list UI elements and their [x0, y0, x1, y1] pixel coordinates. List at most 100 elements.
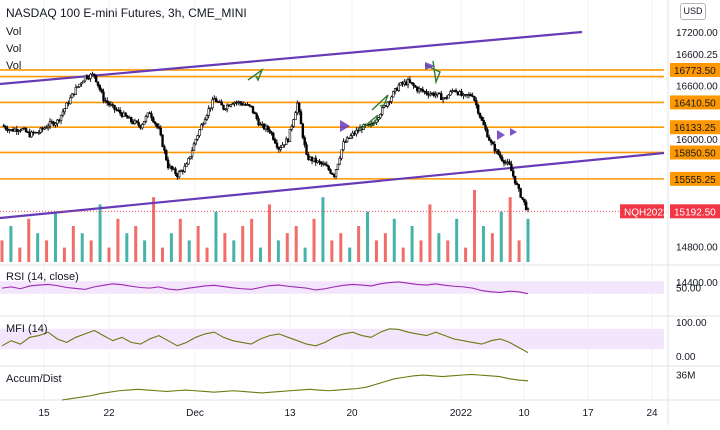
candle-up — [209, 107, 212, 110]
candle-up — [294, 112, 297, 121]
mfi-label[interactable]: MFI (14) — [6, 323, 48, 335]
candle-up — [355, 130, 358, 135]
candle-up — [13, 128, 17, 132]
volume-bar — [508, 197, 512, 262]
currency-badge[interactable]: USD — [680, 3, 706, 20]
indicator-panes — [0, 281, 664, 401]
candle-up — [441, 97, 445, 101]
candle-down — [333, 174, 336, 177]
vol-label-1[interactable]: Vol — [6, 26, 22, 38]
candle-down — [510, 163, 513, 172]
candle-down — [491, 142, 495, 145]
candle-up — [172, 168, 175, 170]
candle-up — [259, 124, 262, 126]
symbol-tag — [620, 204, 664, 219]
candle-up — [190, 150, 194, 157]
vol-label-2[interactable]: Vol — [6, 43, 22, 55]
candle-down — [214, 98, 218, 103]
candle-down — [222, 104, 225, 110]
volume-bar — [125, 233, 129, 262]
candle-up — [213, 98, 216, 101]
candle-up — [48, 121, 52, 127]
candle-up — [452, 90, 456, 92]
candle-up — [406, 79, 410, 86]
candle-down — [314, 157, 317, 163]
volume-bar — [196, 226, 200, 262]
candle-down — [517, 184, 520, 189]
rsi-label[interactable]: RSI (14, close) — [6, 271, 79, 283]
level-price-tag — [670, 145, 720, 160]
volume-bar — [36, 233, 40, 262]
price-axis[interactable]: 17200.00 16600.00 16000.00 14800.00 14400.00… — [0, 28, 720, 382]
volume-bar — [45, 240, 49, 262]
candle-down — [524, 201, 528, 210]
candle-down — [249, 105, 253, 107]
candle-down — [395, 88, 399, 91]
candle-up — [436, 92, 439, 95]
candle-down — [440, 93, 443, 101]
candle-down — [331, 172, 334, 175]
level-price-tag — [670, 62, 720, 77]
candle-down — [301, 123, 305, 138]
time-tick-label: 2022 — [450, 408, 473, 419]
candle-down — [251, 106, 255, 113]
pattern-marker — [497, 130, 505, 140]
candle-down — [438, 92, 441, 95]
time-tick-label: 13 — [284, 408, 296, 419]
accum-tick-label: 36M — [676, 370, 695, 381]
volume-bar — [9, 226, 13, 262]
candle-down — [454, 90, 458, 93]
candle-up — [321, 163, 325, 165]
volume-bar — [419, 240, 423, 262]
candle-down — [137, 121, 140, 126]
volume-bar — [490, 233, 494, 262]
time-axis[interactable]: 15 22 Dec 13 20 2022 10 17 24 — [38, 408, 658, 419]
candle-up — [37, 132, 41, 134]
candle-down — [28, 131, 31, 138]
candle-up — [233, 102, 236, 104]
candle-up — [526, 208, 530, 210]
candle-up — [225, 104, 229, 110]
candle-up — [187, 158, 190, 165]
candle-down — [275, 142, 279, 148]
candle-up — [34, 131, 37, 134]
candle-up — [201, 123, 205, 126]
candle-up — [506, 161, 509, 163]
candle-up — [141, 124, 144, 129]
candle-down — [52, 121, 55, 126]
candle-down — [480, 116, 484, 121]
volume-bar — [526, 218, 530, 262]
candle-up — [443, 97, 447, 99]
candle-up — [349, 135, 353, 139]
candle-up — [462, 94, 465, 96]
candle-up — [388, 101, 391, 103]
candle-down — [384, 105, 388, 107]
candle-down — [129, 117, 133, 123]
candle-up — [292, 119, 295, 127]
candle-up — [242, 104, 245, 106]
candle-down — [357, 130, 360, 132]
candle-down — [6, 128, 9, 131]
volume-bar — [366, 211, 370, 262]
candle-down — [416, 86, 419, 92]
candle-up — [399, 82, 402, 86]
candle-up — [312, 157, 316, 162]
candle-up — [261, 123, 264, 126]
candle-down — [368, 123, 371, 126]
volume-bar — [517, 240, 521, 262]
mfi-line — [1, 328, 529, 354]
candle-up — [76, 86, 79, 88]
candle-up — [78, 83, 81, 87]
candle-up — [69, 97, 72, 105]
candle-down — [15, 128, 18, 132]
vol-label-3[interactable]: Vol — [6, 60, 22, 72]
volume-bar — [481, 226, 485, 262]
candle-up — [189, 156, 192, 159]
volume-bar — [250, 218, 254, 262]
candle-down — [26, 131, 30, 133]
accum-label[interactable]: Accum/Dist — [6, 373, 62, 385]
volume-bar — [267, 204, 271, 262]
candle-down — [159, 127, 162, 136]
